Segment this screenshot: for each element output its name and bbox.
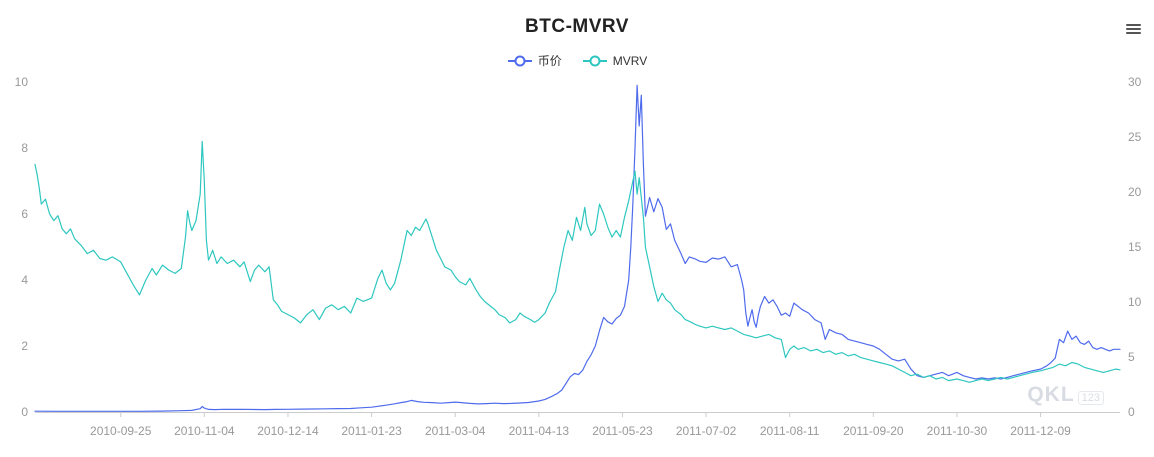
mvrv-series-marker-icon <box>582 55 607 66</box>
x-axis-label: 2010-09-25 <box>90 424 152 438</box>
y-axis-right-label: 30 <box>1128 75 1142 89</box>
y-axis-right-label: 5 <box>1128 350 1135 364</box>
y-axis-left-label: 2 <box>21 339 28 353</box>
menu-bar-line <box>1126 24 1141 26</box>
x-axis-label: 2011-07-02 <box>676 424 737 438</box>
legend-label-mvrv: MVRV <box>612 53 648 68</box>
y-axis-left-label: 8 <box>21 141 28 155</box>
x-axis-label: 2011-10-30 <box>927 424 988 438</box>
y-axis-right-label: 0 <box>1128 405 1135 419</box>
legend-item-price[interactable]: 币价 <box>507 52 562 69</box>
x-axis-label: 2011-03-04 <box>425 424 486 438</box>
legend-label-price: 币价 <box>537 54 562 68</box>
x-axis-label: 2010-11-04 <box>174 424 235 438</box>
menu-bar-line <box>1126 32 1141 34</box>
chart-title: BTC-MVRV <box>525 16 629 37</box>
menu-bar-line <box>1126 28 1141 30</box>
price-line-series <box>34 84 1121 412</box>
y-axis-right-label: 20 <box>1128 185 1142 199</box>
y-axis-left-label: 4 <box>21 273 28 287</box>
toolbox-menu-icon[interactable] <box>1126 24 1141 36</box>
y-axis-right-label: 25 <box>1128 130 1142 144</box>
price-series-marker-icon <box>507 55 532 66</box>
x-axis-label: 2011-04-13 <box>509 424 570 438</box>
x-axis-label: 2011-09-20 <box>843 424 904 438</box>
y-axis-left-label: 10 <box>15 75 29 89</box>
x-axis-label: 2011-05-23 <box>592 424 653 438</box>
y-axis-left-label: 6 <box>21 207 28 221</box>
y-axis-right-label: 10 <box>1128 295 1142 309</box>
x-axis-label: 2011-01-23 <box>341 424 402 438</box>
y-axis-left-label: 0 <box>21 405 28 419</box>
x-axis-label: 2011-12-09 <box>1010 424 1071 438</box>
x-axis-label: 2011-08-11 <box>760 424 820 438</box>
watermark-main-text: QKL <box>1027 383 1075 406</box>
legend-item-mvrv[interactable]: MVRV <box>582 52 647 69</box>
x-axis-label: 2010-12-14 <box>257 424 319 438</box>
qkl123-watermark-logo: QKL 123 <box>1027 383 1104 407</box>
mvrv-line-series <box>34 140 1121 383</box>
legend: 币价 MVRV <box>0 52 1154 69</box>
y-axis-right-label: 15 <box>1128 240 1142 254</box>
watermark-sub-text: 123 <box>1077 391 1104 405</box>
